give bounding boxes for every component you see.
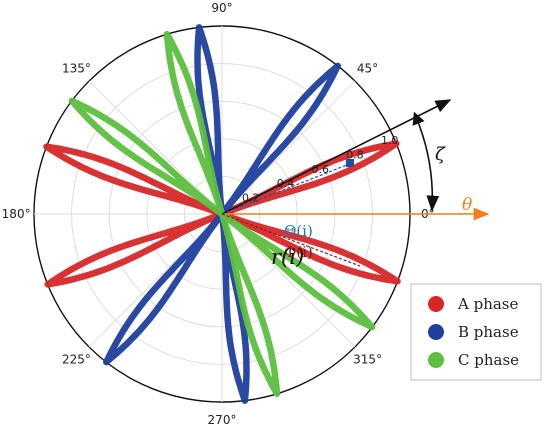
petal-1-0: [194, 24, 226, 218]
legend-marker-c: [428, 352, 444, 368]
legend-label-b: B phase: [458, 323, 519, 341]
Phi-i-label: Φ(i): [284, 243, 313, 261]
zeta-label: ζ: [435, 144, 446, 165]
petal-0-1: [44, 210, 226, 288]
angle-label-270: 270°: [208, 413, 237, 427]
annotations: ζ θ Θ(i) Φ(i) r(i): [221, 99, 490, 269]
angle-label-135: 135°: [62, 61, 91, 75]
grid-spoke-3: [88, 80, 223, 215]
Theta-dashed-line: [221, 162, 353, 215]
petal-2-3: [163, 30, 226, 218]
petal-0-0: [218, 140, 400, 218]
zeta-angle-arc: [412, 111, 440, 212]
Phi-dashed-line: [221, 213, 361, 267]
legend: A phase B phase C phase: [410, 283, 542, 381]
Theta-i-label: Θ(i): [284, 222, 313, 240]
petal-2-1: [218, 210, 376, 331]
legend-marker-b: [428, 324, 444, 340]
legend-label-c: C phase: [458, 351, 519, 369]
petal-series: [43, 24, 401, 404]
angle-label-45: 45°: [357, 61, 378, 75]
petal-2-2: [218, 210, 281, 398]
grid-spoke-7: [221, 213, 356, 348]
petal-1-2: [103, 210, 226, 366]
petal-1-1: [218, 210, 250, 404]
angle-label-315: 315°: [353, 353, 382, 367]
zeta-arrow: [221, 99, 452, 215]
series-1: [103, 24, 341, 404]
legend-label-a: A phase: [457, 295, 519, 313]
petal-2-0: [68, 97, 226, 218]
theta-label: θ: [462, 195, 472, 215]
angle-label-90: 90°: [211, 1, 232, 15]
angle-label-225: 225°: [62, 353, 91, 367]
series-2: [68, 30, 376, 398]
radial-label-2: 0.6: [311, 163, 329, 176]
angle-label-180: 180°: [2, 207, 31, 221]
petal-0-3: [43, 143, 226, 218]
series-0: [43, 140, 401, 288]
radial-label-3: 0.8: [346, 148, 364, 161]
r-i-label: r(i): [271, 245, 304, 269]
Theta-marker: [346, 159, 354, 167]
radial-label-4: 1.0: [381, 134, 399, 147]
petal-1-3: [218, 62, 341, 218]
angular-tick-labels: 0°45°90°135°180°225°270°315°: [2, 1, 435, 427]
petal-0-2: [218, 210, 401, 285]
legend-marker-a: [428, 296, 444, 312]
